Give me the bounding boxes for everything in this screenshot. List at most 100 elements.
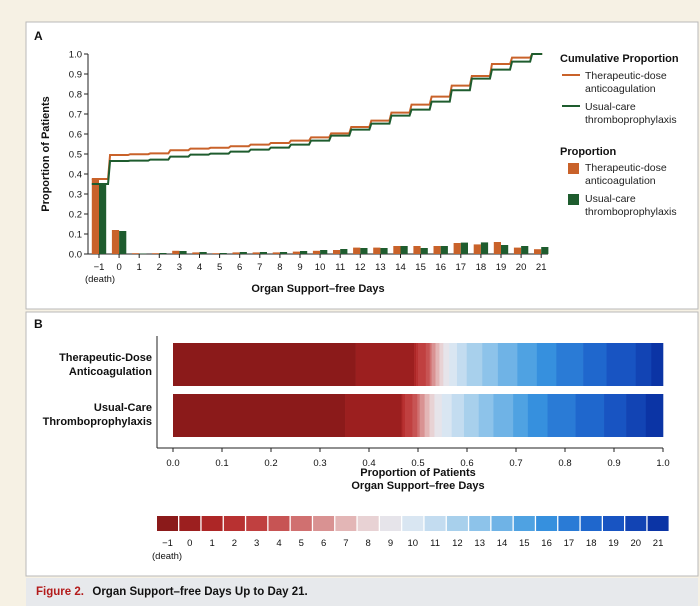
bar-usual	[521, 246, 529, 254]
bar-therapeutic	[493, 242, 501, 254]
panel-a-y-tick-label: 1.0	[69, 50, 82, 61]
panel-a-y-tick-label: 0.4	[69, 170, 82, 181]
panel-b-x-tick-label: 0.9	[607, 458, 620, 469]
bar-therapeutic	[252, 252, 260, 254]
panel-a-letter: A	[34, 29, 43, 43]
panel-b-x-tick-label: 0.4	[362, 458, 375, 469]
colorbar-label: 14	[497, 538, 508, 549]
colorbar-label: 9	[388, 538, 393, 549]
bar-usual	[159, 253, 167, 254]
stacked-segment-therapeutic	[456, 343, 468, 386]
bar-usual	[279, 252, 288, 254]
stacked-segment-therapeutic	[635, 343, 652, 386]
panel-b-colorbar: −1 0 1 2 3 4 5 6 7 8 9 10 11 12 13 14 15 16 17 18 19 20 21	[157, 516, 669, 549]
colorbar-label: 2	[232, 538, 237, 549]
colorbar-swatch	[603, 516, 624, 531]
panel-b-chart: 0.0 0.1 0.2 0.3 0.4 0.5 0.6 0.7 0.8 0.9 1.0 Proport…	[156, 336, 670, 479]
stacked-segment-usual	[417, 394, 421, 437]
panel-a-x-tick-label: 8	[277, 262, 282, 273]
bar-therapeutic	[212, 253, 220, 254]
colorbar-swatch	[647, 516, 669, 531]
panel-a-x-tick-label: −1	[94, 262, 105, 273]
row-label-therapeutic-1: Therapeutic-Dose	[59, 352, 152, 364]
stacked-segment-usual	[645, 394, 664, 437]
colorbar-swatch	[558, 516, 580, 531]
bar-therapeutic	[534, 249, 542, 254]
panel-a-x-tick-label: 7	[257, 262, 262, 273]
bar-therapeutic	[353, 247, 361, 254]
stacked-segment-therapeutic	[425, 343, 430, 386]
legend-cumulative-title: Cumulative Proportion	[560, 53, 679, 65]
stacked-segment-usual	[401, 394, 403, 437]
bar-therapeutic	[292, 251, 300, 254]
panel-a-y-tick-label: 0.2	[69, 210, 82, 221]
panel-a-legend: Cumulative Proportion Therapeutic-dose a…	[560, 53, 679, 218]
stacked-segment-usual	[412, 394, 418, 437]
bar-usual	[380, 248, 388, 254]
panel-b-letter: B	[34, 317, 43, 331]
bar-usual	[219, 253, 227, 254]
bar-usual	[420, 248, 428, 254]
stacked-segment-therapeutic	[435, 343, 440, 386]
stacked-segment-usual	[493, 394, 514, 437]
stacked-segment-usual	[547, 394, 576, 437]
colorbar-swatch	[580, 516, 602, 531]
panel-a-x-tick-label: 19	[496, 262, 507, 273]
legend-proportion-usual-label-2: thromboprophylaxis	[585, 206, 677, 218]
bar-therapeutic	[132, 253, 140, 254]
bar-usual	[179, 251, 187, 254]
panel-a-x-tick-label: 16	[435, 262, 446, 273]
colorbar-label: 0	[187, 538, 192, 549]
colorbar-label: 10	[408, 538, 419, 549]
panel-a-y-axis-label: Proportion of Patients	[40, 96, 52, 212]
bar-usual	[480, 242, 489, 254]
colorbar-label: 3	[254, 538, 259, 549]
stacked-segment-usual	[441, 394, 452, 437]
panel-a-x-tick-label: 17	[456, 262, 467, 273]
bar-therapeutic	[393, 246, 401, 254]
bar-therapeutic	[373, 247, 381, 254]
panel-a-y-tick-label: 0.8	[69, 90, 82, 101]
stacked-segment-usual	[404, 394, 413, 437]
colorbar-label: 8	[366, 538, 371, 549]
bar-usual	[139, 253, 147, 255]
panel-b-x-tick-label: 1.0	[656, 458, 669, 469]
colorbar-label: 6	[321, 538, 326, 549]
stacked-segment-usual	[604, 394, 627, 437]
panel-b-x-tick-label: 0.2	[264, 458, 277, 469]
legend-proportion-title: Proportion	[560, 146, 616, 158]
stacked-segment-therapeutic	[429, 343, 432, 386]
panel-a-x-tick-label: 12	[355, 262, 366, 273]
stacked-segment-therapeutic	[466, 343, 483, 386]
panel-a-x-tick-label: 6	[237, 262, 242, 273]
stacked-segment-usual	[527, 394, 548, 437]
colorbar-swatch	[469, 516, 491, 531]
stacked-segment-therapeutic	[449, 343, 458, 386]
panel-b-x-tick-label: 0.6	[460, 458, 473, 469]
stacked-segment-therapeutic	[173, 343, 356, 386]
colorbar-label: 5	[299, 538, 304, 549]
stacked-segment-therapeutic	[418, 343, 427, 386]
bar-therapeutic	[111, 230, 120, 254]
legend-proportion-therapeutic-swatch	[568, 163, 579, 174]
bar-therapeutic	[232, 252, 240, 254]
legend-cumulative-usual-label-2: thromboprophylaxis	[585, 114, 677, 126]
bar-usual	[360, 248, 368, 254]
colorbar-swatch	[491, 516, 513, 531]
panel-b-x-tick-label: 0.8	[558, 458, 571, 469]
panel-a-x-tick-label: 21	[536, 262, 547, 273]
panel-a-x-tick-label: 9	[297, 262, 302, 273]
panel-b-x-tick-label: 0.3	[313, 458, 326, 469]
stacked-segment-usual	[626, 394, 647, 437]
panel-b-x-tick-label: 0.0	[166, 458, 179, 469]
panel-a-y-tick-label: 0.0	[69, 250, 82, 261]
panel-a-x-tick-label: 3	[177, 262, 182, 273]
bar-usual	[99, 184, 107, 254]
stacked-segment-therapeutic	[482, 343, 499, 386]
colorbar-label: 20	[631, 538, 642, 549]
bar-usual	[340, 249, 348, 254]
bar-usual	[320, 250, 328, 254]
panel-a-frame	[25, 21, 699, 310]
panel-b-colorbar-title: Organ Support–free Days	[351, 480, 484, 492]
